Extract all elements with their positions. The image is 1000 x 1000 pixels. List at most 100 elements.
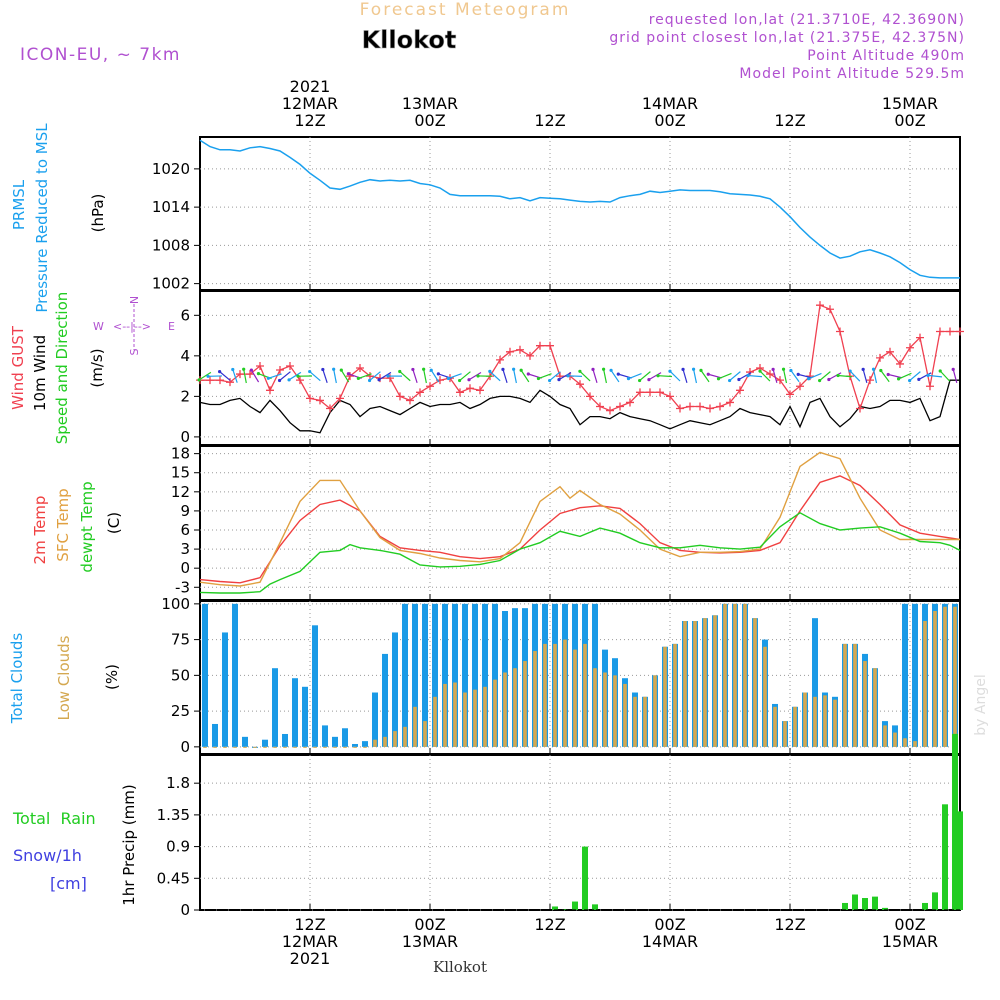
wind-gust-marker [276,366,284,375]
temperature-ytick-label: 0 [180,559,190,577]
clouds-panel: 0 25 50 75 100 [161,595,961,756]
wind-direction-arrowhead [938,369,942,373]
cloud-bar-low [933,611,937,747]
wind-direction-arrow [648,372,662,381]
precip-panel: 0 0.45 0.9 1.35 1.8 [157,733,963,919]
temp-label-2m: 2m Temp [31,496,49,565]
wind-gust-marker [926,382,934,391]
wind-direction-arrowhead [557,378,561,382]
wind-gust-marker [866,376,874,385]
cloud-bar-low [623,683,627,747]
cloud-bar-low [503,672,507,747]
cloud-bar-low [793,706,797,747]
wind-gust-marker [716,402,724,411]
cloud-bar-low [573,649,577,747]
wind-direction-arrowhead [601,367,606,371]
precip-bar [872,896,878,910]
compass-arrows: <--|--> [113,320,151,333]
cloud-bar-low [883,725,887,747]
cloud-bar-low [663,646,667,747]
compass-n: N [128,296,141,304]
time-label-bottom: 14MAR [642,932,698,951]
wind-gust-marker [476,386,484,395]
wind-gust-marker [786,390,794,399]
cloud-bar-low [823,695,827,747]
wind-direction-arrowhead [467,378,471,382]
precip-bar [842,902,848,910]
temp-label-dewpt: dewpt Temp [78,481,96,572]
wind-direction-arrowhead [879,368,883,373]
clouds-axis-title: Total Clouds Low Clouds (%) [8,633,121,725]
wind-direction-arrowhead [266,376,270,380]
wind-direction-arrow [927,374,943,378]
wind-label-gust: Wind GUST [9,325,27,410]
wind-gust-marker [256,361,264,370]
temperature-ytick-label: 15 [171,464,190,482]
wind-direction-arrow [708,373,722,379]
wind-direction-arrow [288,371,302,381]
wind-direction-arrowhead [908,378,912,383]
wind-direction-arrowhead [716,377,721,381]
time-label-bottom: 00Z [414,915,445,934]
wind-direction-arrowhead [457,378,462,383]
cloud-bar-low [493,679,497,747]
precip-bar [957,811,963,910]
wind-direction-arrow [549,371,561,382]
wind-direction-arrowhead [806,377,811,381]
wind-gust-marker [596,402,604,411]
wind-direction-arrow [669,370,681,382]
wind-direction-arrowhead [197,378,201,382]
cloud-bar-low [923,621,927,747]
cloud-bar-low [543,643,547,747]
pressure-label-msl: Pressure Reduced to MSL [33,123,51,313]
wind-direction-arrowhead [578,369,582,373]
cloud-bar-low [633,696,637,747]
wind-gust-marker [916,333,924,342]
precip-label-snow: Snow/1h [13,846,82,865]
wind-ytick-label: 4 [180,347,190,365]
wind-gust-marker [316,396,324,405]
precip-bar [852,894,858,910]
time-label-bottom: 12MAR [282,932,338,951]
wind-direction-arrowhead [287,378,291,382]
wind-direction-arrowhead [758,369,762,373]
wind-direction-arrowhead [609,368,613,372]
precip-ytick-label: 1.35 [157,806,190,824]
time-label-bottom: 00Z [654,915,685,934]
temperature-line-2 [199,511,961,594]
wind-gust-marker [366,372,374,381]
cloud-bar-low [363,746,367,748]
cloud-bar-low [783,721,787,747]
wind-direction-arrowhead [367,378,372,383]
cloud-bar-total [392,632,398,747]
cloud-bar-total [912,603,918,747]
cloud-bar-total [812,618,818,747]
wind-direction-arrow [618,373,632,379]
time-label-bottom: 13MAR [402,932,458,951]
precip-bar [562,909,568,910]
cloud-bar-low [293,746,297,748]
wind-direction-arrowhead [771,367,775,371]
wind-gust-marker [206,376,214,385]
time-label-top: 12MAR [282,94,338,113]
wind-direction-arrow [782,369,788,384]
cloud-bar-total [482,603,488,747]
wind-direction-arrowhead [818,378,822,383]
wind-gust-marker [386,374,394,383]
wind-direction-arrow [828,372,842,381]
wind-direction-arrowhead [321,367,325,372]
wind-direction-arrow [909,371,921,382]
wind-gust-marker [936,327,944,336]
wind-direction-arrow [567,375,583,377]
compass-e: E [168,320,175,333]
wind-gust-marker [216,376,224,385]
time-label-top: 00Z [414,111,445,130]
cloud-bar-low [223,746,227,748]
wind-direction-arrow [198,371,212,381]
cloud-bar-low [753,618,757,747]
wind-gust-marker [296,376,304,385]
wind-gust-marker [576,380,584,389]
wind-direction-arrowhead [781,367,786,371]
wind-direction-arrowhead [398,369,402,374]
